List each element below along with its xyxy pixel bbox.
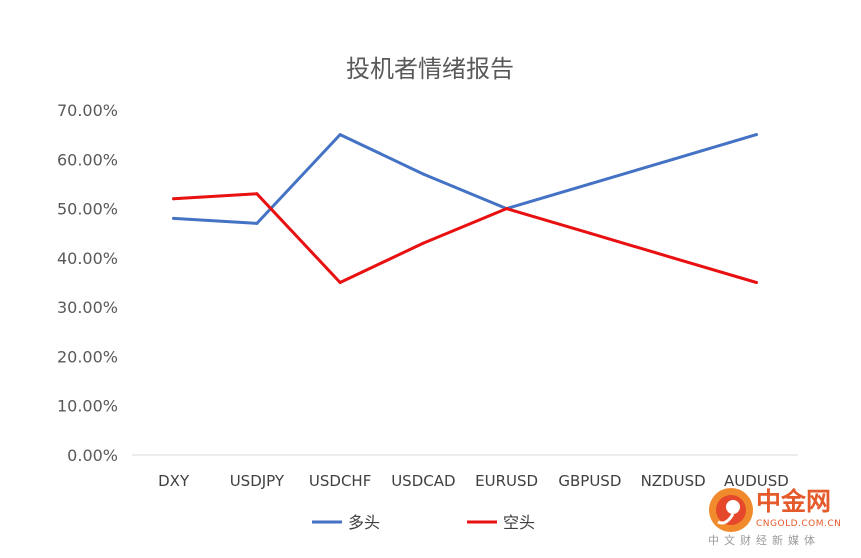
y-tick-label: 30.00% [57,298,118,317]
data-point [588,231,592,235]
series-lines [172,133,758,284]
data-point [255,221,259,225]
data-point [505,207,509,211]
data-point [338,133,342,137]
series-line-0 [172,133,758,225]
x-tick-label: AUDUSD [724,472,789,490]
data-point [172,197,176,201]
x-tick-label: USDJPY [230,472,285,490]
y-tick-label: 0.00% [67,446,118,465]
y-tick-label: 40.00% [57,249,118,268]
x-tick-label: GBPUSD [558,472,621,490]
chart-title: 投机者情绪报告 [346,55,514,83]
y-tick-label: 20.00% [57,347,118,366]
data-point [754,281,758,284]
data-point [671,157,675,161]
x-tick-label: USDCHF [309,472,371,490]
x-tick-label: USDCAD [391,472,455,490]
y-axis-ticks: 0.00% 10.00% 20.00% 30.00% 40.00% 50.00% 60.00… [57,101,118,465]
data-point [421,172,425,176]
series-line-1 [172,192,758,284]
x-tick-label: NZDUSD [641,472,706,490]
watermark-tagline: 中文财经新媒体 [708,533,820,547]
legend-label-0: 多头 [348,513,380,532]
legend-label-1: 空头 [503,513,535,532]
legend: 多头 空头 [312,513,535,532]
data-point [421,241,425,245]
watermark-domain: CNGOLD.COM.CN [756,519,841,529]
data-point [671,256,675,260]
y-tick-label: 50.00% [57,200,118,219]
y-tick-label: 10.00% [57,397,118,416]
x-tick-label: DXY [158,472,190,490]
watermark-name: 中金网 [756,487,831,516]
data-point [754,133,758,137]
y-tick-label: 70.00% [57,101,118,120]
x-axis-ticks: DXY USDJPY USDCHF USDCAD EURUSD GBPUSD NZDUSD A… [158,472,789,490]
data-point [588,182,592,186]
data-point [255,192,259,196]
watermark: 中金网 CNGOLD.COM.CN 中文财经新媒体 [708,487,841,547]
cngold-logo-icon [709,488,753,532]
data-point [338,281,342,284]
x-tick-label: EURUSD [475,472,538,490]
y-tick-label: 60.00% [57,150,118,169]
data-point [172,216,176,220]
